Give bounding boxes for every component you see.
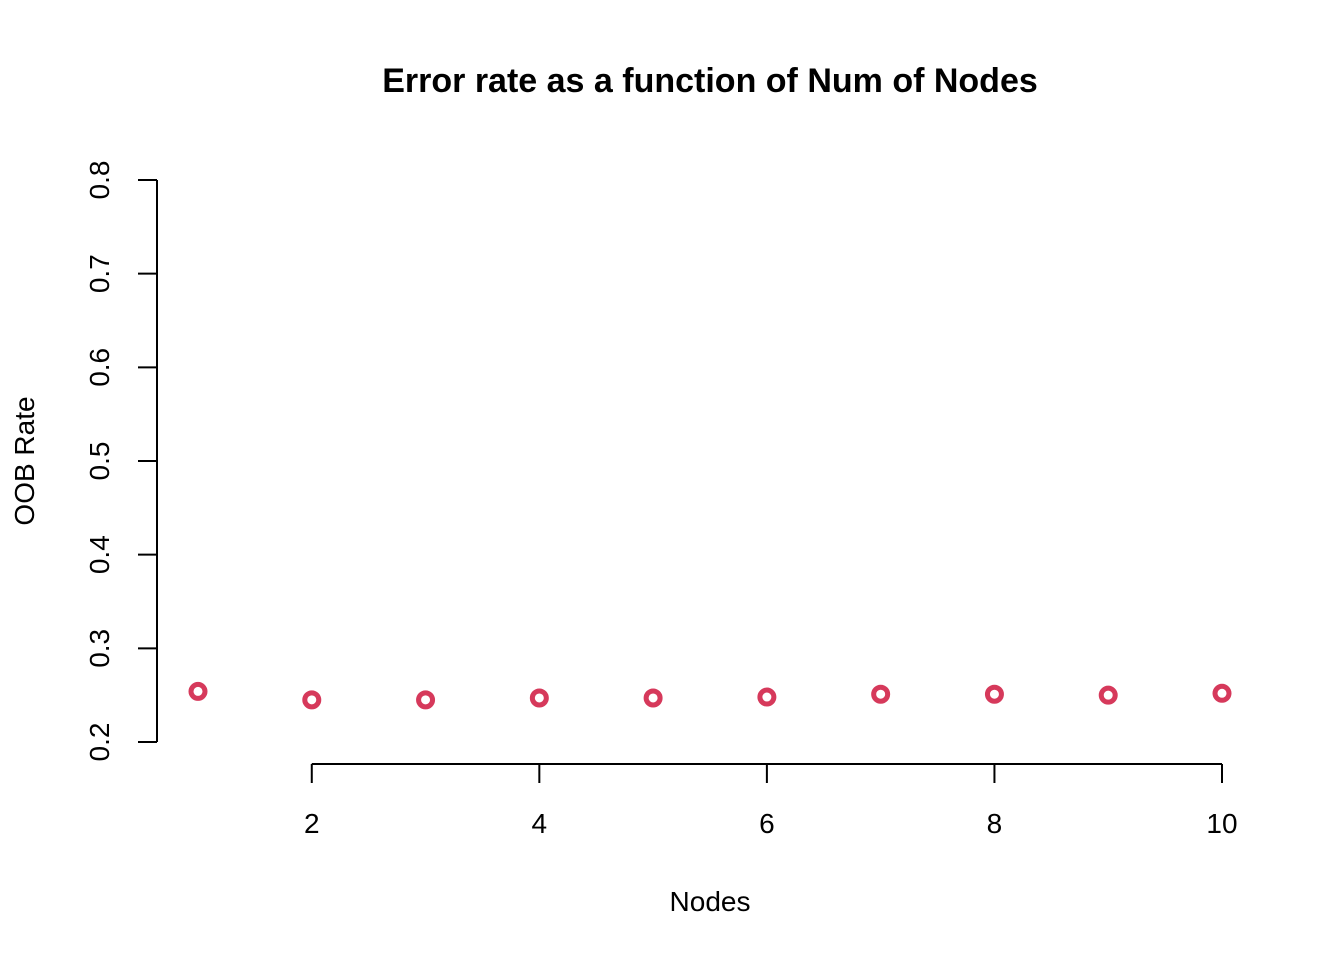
data-point xyxy=(643,688,663,708)
y-axis: 0.2 0.3 0.4 0.5 0.6 0.7 0.8 xyxy=(84,161,158,762)
data-point xyxy=(529,688,549,708)
y-tick-label: 0.3 xyxy=(84,629,115,668)
y-tick-label: 0.8 xyxy=(84,161,115,200)
data-point xyxy=(188,681,208,701)
x-tick-label: 10 xyxy=(1206,808,1237,839)
x-tick-label: 2 xyxy=(304,808,320,839)
data-point xyxy=(416,690,436,710)
data-point xyxy=(1098,685,1118,705)
x-tick-label: 6 xyxy=(759,808,775,839)
data-point xyxy=(871,684,891,704)
x-tick-label: 4 xyxy=(532,808,548,839)
y-tick-label: 0.2 xyxy=(84,723,115,762)
x-axis: 2 4 6 8 10 xyxy=(304,763,1238,839)
y-tick-label: 0.4 xyxy=(84,535,115,574)
data-point xyxy=(757,687,777,707)
chart-title: Error rate as a function of Num of Nodes xyxy=(382,62,1038,100)
data-point xyxy=(1212,683,1232,703)
y-tick-label: 0.6 xyxy=(84,348,115,387)
data-point xyxy=(302,690,322,710)
x-axis-title: Nodes xyxy=(670,886,751,917)
y-tick-label: 0.7 xyxy=(84,254,115,293)
y-axis-title: OOB Rate xyxy=(9,396,40,525)
x-tick-label: 8 xyxy=(987,808,1003,839)
y-tick-label: 0.5 xyxy=(84,442,115,481)
data-point xyxy=(984,684,1004,704)
data-points xyxy=(188,681,1232,710)
